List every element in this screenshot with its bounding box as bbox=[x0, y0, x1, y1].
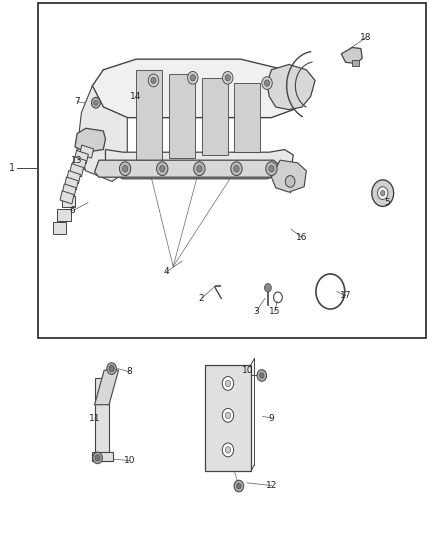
Circle shape bbox=[372, 180, 394, 206]
Bar bbox=[67, 171, 81, 184]
Polygon shape bbox=[95, 160, 280, 177]
Text: 16: 16 bbox=[296, 233, 308, 242]
Circle shape bbox=[93, 452, 102, 464]
Bar bbox=[62, 184, 76, 197]
Text: 4: 4 bbox=[164, 268, 170, 276]
Circle shape bbox=[237, 483, 241, 489]
Bar bbox=[57, 209, 71, 221]
Circle shape bbox=[151, 77, 156, 84]
Circle shape bbox=[107, 363, 117, 374]
Text: 10: 10 bbox=[242, 366, 253, 375]
Circle shape bbox=[225, 380, 230, 386]
Polygon shape bbox=[75, 128, 106, 152]
Bar bbox=[80, 145, 94, 158]
Circle shape bbox=[222, 408, 233, 422]
Text: 18: 18 bbox=[360, 34, 371, 43]
Circle shape bbox=[120, 162, 131, 175]
Circle shape bbox=[156, 162, 168, 175]
Polygon shape bbox=[95, 378, 109, 461]
Text: 13: 13 bbox=[71, 156, 83, 165]
Circle shape bbox=[225, 412, 230, 418]
Bar bbox=[74, 150, 88, 164]
Text: 5: 5 bbox=[384, 198, 390, 207]
Circle shape bbox=[225, 447, 230, 453]
Text: 9: 9 bbox=[268, 414, 274, 423]
Text: 14: 14 bbox=[131, 92, 142, 101]
Text: 11: 11 bbox=[89, 414, 100, 423]
Polygon shape bbox=[106, 150, 293, 179]
Text: 12: 12 bbox=[266, 481, 277, 490]
Circle shape bbox=[190, 75, 195, 81]
Bar bbox=[70, 164, 84, 177]
Text: 15: 15 bbox=[269, 307, 281, 316]
Text: 8: 8 bbox=[127, 367, 132, 376]
Circle shape bbox=[159, 165, 165, 172]
Circle shape bbox=[92, 98, 100, 108]
Bar bbox=[64, 177, 78, 190]
Circle shape bbox=[225, 75, 230, 81]
Circle shape bbox=[266, 162, 277, 175]
Polygon shape bbox=[234, 83, 261, 152]
Circle shape bbox=[95, 455, 100, 461]
Polygon shape bbox=[92, 59, 297, 118]
Circle shape bbox=[222, 376, 233, 390]
Circle shape bbox=[123, 165, 128, 172]
Circle shape bbox=[231, 162, 242, 175]
Polygon shape bbox=[272, 160, 306, 192]
Polygon shape bbox=[169, 74, 195, 158]
Text: 17: 17 bbox=[340, 291, 351, 300]
Polygon shape bbox=[95, 370, 119, 405]
Bar bbox=[53, 222, 66, 234]
Text: 7: 7 bbox=[74, 97, 80, 106]
Circle shape bbox=[265, 284, 272, 292]
Circle shape bbox=[187, 71, 198, 84]
Circle shape bbox=[381, 190, 385, 196]
Circle shape bbox=[234, 480, 244, 492]
Circle shape bbox=[194, 162, 205, 175]
Text: 2: 2 bbox=[199, 294, 205, 303]
Circle shape bbox=[148, 74, 159, 87]
Text: 10: 10 bbox=[124, 456, 135, 465]
Circle shape bbox=[94, 100, 98, 106]
Circle shape bbox=[262, 77, 272, 90]
Circle shape bbox=[269, 165, 274, 172]
Polygon shape bbox=[352, 60, 359, 66]
Bar bbox=[38, 3, 426, 338]
Circle shape bbox=[234, 165, 239, 172]
Polygon shape bbox=[201, 78, 228, 155]
Text: 3: 3 bbox=[253, 307, 259, 316]
Bar bbox=[62, 196, 75, 207]
Circle shape bbox=[109, 366, 114, 372]
Text: 6: 6 bbox=[70, 206, 76, 215]
Bar bbox=[72, 157, 86, 170]
Circle shape bbox=[197, 165, 202, 172]
Text: 1: 1 bbox=[9, 163, 14, 173]
Polygon shape bbox=[77, 86, 127, 181]
Polygon shape bbox=[136, 70, 162, 160]
Bar bbox=[205, 365, 251, 471]
Circle shape bbox=[257, 369, 267, 381]
Polygon shape bbox=[341, 47, 362, 63]
Circle shape bbox=[265, 80, 270, 86]
Polygon shape bbox=[267, 64, 315, 110]
Circle shape bbox=[378, 187, 388, 199]
Circle shape bbox=[222, 443, 233, 457]
Circle shape bbox=[286, 175, 295, 187]
Bar bbox=[60, 191, 74, 204]
Polygon shape bbox=[92, 451, 113, 461]
Circle shape bbox=[260, 373, 264, 378]
Circle shape bbox=[223, 71, 233, 84]
